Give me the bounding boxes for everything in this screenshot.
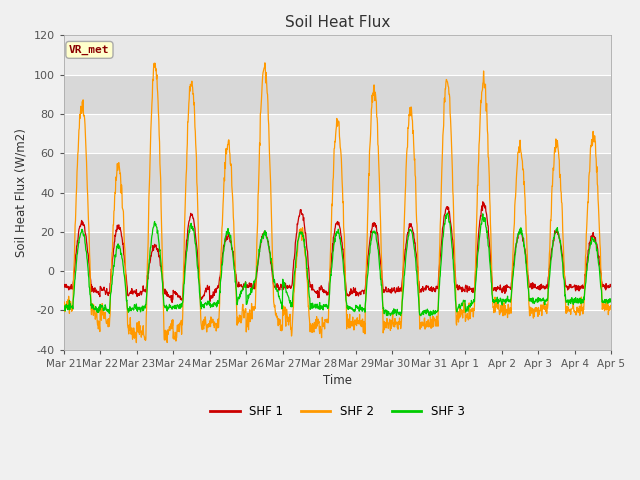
Y-axis label: Soil Heat Flux (W/m2): Soil Heat Flux (W/m2) xyxy=(15,128,28,257)
SHF 2 xyxy=(132,340,140,346)
SHF 2 xyxy=(243,324,251,330)
SHF 2 xyxy=(60,301,68,307)
SHF 3 xyxy=(168,306,176,312)
X-axis label: Time: Time xyxy=(323,374,352,387)
Bar xyxy=(64,114,611,153)
Legend: SHF 1, SHF 2, SHF 3: SHF 1, SHF 2, SHF 3 xyxy=(205,400,469,422)
Bar xyxy=(64,271,611,311)
Text: VR_met: VR_met xyxy=(69,45,109,55)
SHF 2 xyxy=(169,323,177,329)
Line: SHF 3: SHF 3 xyxy=(64,213,611,316)
SHF 2 xyxy=(423,324,431,330)
SHF 3 xyxy=(243,301,250,307)
SHF 1 xyxy=(422,285,430,291)
SHF 1 xyxy=(60,283,68,289)
SHF 1 xyxy=(243,285,251,290)
Bar xyxy=(64,153,611,192)
SHF 1 xyxy=(543,282,550,288)
SHF 3 xyxy=(60,307,68,313)
SHF 2 xyxy=(182,182,189,188)
Bar xyxy=(64,232,611,271)
Bar xyxy=(64,36,611,74)
Bar xyxy=(64,74,611,114)
SHF 2 xyxy=(495,301,502,307)
Title: Soil Heat Flux: Soil Heat Flux xyxy=(285,15,390,30)
SHF 3 xyxy=(422,311,430,317)
SHF 1 xyxy=(607,283,615,288)
SHF 2 xyxy=(543,311,550,316)
SHF 2 xyxy=(261,60,269,66)
SHF 1 xyxy=(479,199,486,204)
Line: SHF 1: SHF 1 xyxy=(64,202,611,302)
SHF 2 xyxy=(607,304,615,310)
SHF 3 xyxy=(495,297,502,302)
SHF 1 xyxy=(168,300,176,305)
SHF 3 xyxy=(543,298,550,303)
SHF 3 xyxy=(182,263,189,269)
SHF 3 xyxy=(444,210,451,216)
SHF 1 xyxy=(495,285,502,291)
Bar xyxy=(64,192,611,232)
Line: SHF 2: SHF 2 xyxy=(64,63,611,343)
SHF 3 xyxy=(607,298,615,304)
SHF 1 xyxy=(182,249,189,254)
Bar xyxy=(64,311,611,350)
SHF 3 xyxy=(426,313,434,319)
SHF 1 xyxy=(169,297,177,303)
